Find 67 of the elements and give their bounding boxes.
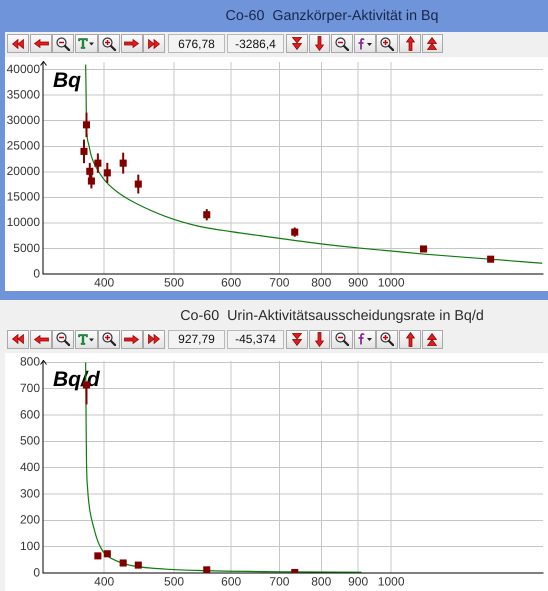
x-tick-label: 500 [164,276,184,290]
y-tick-label: 600 [20,407,40,422]
y-tick-label: 10000 [6,215,40,230]
zoom-out-button[interactable] [331,34,352,53]
x-tick-label: 700 [269,276,290,290]
letter-t-dropdown-button[interactable] [74,34,98,53]
x-tick-label: 1000 [378,276,405,290]
x-tick-label: 800 [311,574,332,589]
arrow-up-button[interactable] [399,330,421,348]
zoom-in-button[interactable] [376,330,398,348]
zoom-in-button[interactable] [98,330,120,348]
letter-f-dropdown-button[interactable] [354,330,376,348]
double-triangle-up-button[interactable] [422,34,443,53]
y-tick-label: 500 [20,434,40,448]
double-triangle-left-button[interactable] [7,34,29,53]
zoom-in-button[interactable] [98,34,120,53]
input-field[interactable]: -3286,4 [227,34,284,53]
arrow-right-button[interactable] [120,330,142,348]
y-tick-label: 40000 [6,62,40,76]
double-triangle-left-button[interactable] [7,330,29,348]
y-tick-label: 800 [20,354,40,369]
y-tick-label: 35000 [6,88,40,102]
input-field[interactable]: -45,374 [227,330,284,348]
x-tick-label: 500 [164,574,184,589]
y-tick-label: 200 [20,512,40,527]
y-tick-label: 100 [20,538,40,553]
arrow-left-button[interactable] [30,330,52,348]
y-tick-label: 700 [20,380,40,395]
y-tick-label: 25000 [6,138,40,153]
y-tick-label: 15000 [6,190,40,204]
x-tick-label: 600 [221,276,242,290]
x-tick-label: 900 [348,276,368,290]
input-field[interactable]: 927,79 [168,330,225,348]
letter-t-dropdown-button[interactable] [74,330,98,348]
double-triangle-right-button[interactable] [143,330,165,348]
x-tick-label: 400 [94,574,115,589]
y-axis-title: Bq [53,69,82,92]
double-triangle-down-button[interactable] [286,34,308,53]
arrow-right-button[interactable] [120,34,142,53]
chart-title: Co-60 Ganzkörper-Aktivität in Bq [226,8,438,24]
x-tick-label: 900 [348,574,368,589]
chart-title: Co-60 Urin-Aktivitätsausscheidungsrate in Bq/d [180,308,484,324]
arrow-down-button[interactable] [308,330,330,348]
y-tick-label: 300 [20,486,40,500]
double-triangle-right-button[interactable] [143,34,165,53]
input-field[interactable]: 676,78 [168,34,225,53]
letter-f-dropdown-button[interactable] [354,34,376,53]
x-tick-label: 700 [269,574,290,589]
y-tick-label: 20000 [6,164,40,178]
arrow-down-button[interactable] [308,34,330,53]
x-tick-label: 800 [311,276,332,290]
arrow-up-button[interactable] [399,34,421,53]
y-tick-label: 400 [20,460,40,474]
x-tick-label: 400 [94,276,115,290]
arrow-left-button[interactable] [30,34,52,53]
zoom-out-button[interactable] [52,34,74,53]
zoom-in-button[interactable] [376,34,398,53]
y-tick-label: 0 [33,266,40,280]
y-tick-label: 5000 [13,240,40,255]
y-tick-label: 30000 [6,113,40,128]
double-triangle-down-button[interactable] [286,330,308,348]
x-tick-label: 600 [221,574,242,589]
x-tick-label: 1000 [378,574,405,589]
zoom-out-button[interactable] [331,330,352,348]
zoom-out-button[interactable] [52,330,74,348]
double-triangle-up-button[interactable] [422,330,443,348]
y-tick-label: 0 [33,565,40,580]
